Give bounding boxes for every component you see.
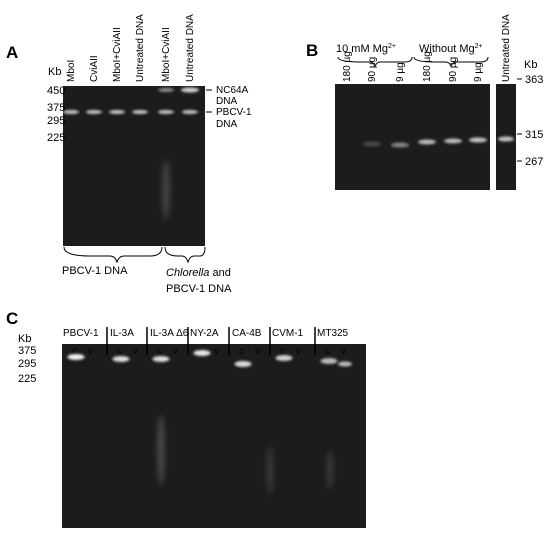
gel-smear (327, 450, 333, 490)
marker-label: 225 (18, 373, 36, 385)
lane-c: c (239, 346, 244, 357)
strain-label: MT325 (317, 328, 349, 339)
group-label-rest: and (209, 267, 230, 279)
superscript: 2+ (475, 43, 483, 50)
gel-band (391, 142, 409, 148)
brace (413, 56, 489, 68)
strain-label: NY-2A (190, 328, 219, 339)
marker-label: 450 (47, 85, 65, 97)
gel-band (112, 356, 130, 362)
lane-label: 90 µg (367, 57, 378, 82)
strain-label: IL-3A (110, 328, 134, 339)
group-label: PBCV-1 DNA (166, 283, 232, 295)
strain-label: IL-3A Δ6 (150, 328, 189, 339)
band-label: DNA (216, 119, 237, 130)
strain-label: CVM-1 (272, 328, 304, 339)
group-label: Chlorella and (166, 267, 231, 279)
gel-smear (267, 445, 273, 495)
marker-label: 375 (18, 345, 36, 357)
lane-v: v (173, 346, 178, 357)
lane-label: 180 µg (342, 51, 353, 82)
gel-band (67, 354, 85, 360)
gel-smear (157, 415, 165, 485)
marker-label: 375 (47, 102, 65, 114)
marker-label: 363 (525, 74, 543, 86)
gel-band (338, 361, 352, 367)
gel-band (275, 355, 293, 361)
gel-band (63, 110, 79, 114)
lane-c: c (72, 346, 77, 357)
axis-unit: Kb (18, 333, 31, 345)
axis-unit: Kb (48, 66, 61, 78)
panel-label: A (6, 43, 18, 62)
marker-label: 267 (525, 156, 543, 168)
lane-v: v (255, 346, 260, 357)
lane-label: 9 µg (395, 62, 406, 82)
gel-smear (162, 160, 170, 220)
lane-label: Untreated DNA (185, 14, 196, 82)
marker-label: 315 (525, 129, 543, 141)
lane-c: c (325, 346, 330, 357)
gel-band (320, 358, 338, 364)
panel-label: B (306, 41, 318, 60)
panels: A MboI CviAII MboI+CviAII Untreated DNA MboI+… (6, 14, 543, 528)
gel-band (86, 110, 102, 114)
lane-label: Untreated DNA (501, 14, 512, 82)
lane-v: v (133, 346, 138, 357)
gel-band (193, 350, 211, 356)
strain-label: PBCV-1 (63, 328, 99, 339)
group-label-italic: Chlorella (166, 267, 209, 279)
panel-label: C (6, 309, 18, 328)
brace (164, 246, 206, 264)
gel-band (234, 361, 252, 367)
lane-label: 9 µg (473, 62, 484, 82)
gel-band (109, 110, 125, 114)
gel-band (469, 137, 487, 143)
gel (62, 344, 366, 528)
lane-label: CviAII (89, 55, 100, 82)
group-label: PBCV-1 DNA (62, 265, 128, 277)
band-label: PBCV-1 (216, 107, 252, 118)
gel-band (181, 87, 199, 93)
gel-band (444, 138, 462, 144)
lane-label: MboI+CviAII (112, 27, 123, 82)
lane-v: v (214, 346, 219, 357)
condition-text: 10 mM Mg (336, 43, 388, 55)
brace (337, 56, 413, 68)
marker-label: 225 (47, 132, 65, 144)
lane-label: MboI (66, 60, 77, 82)
gel-band (152, 356, 170, 362)
lane-label: MboI+CviAII (161, 27, 172, 82)
lane-v: v (88, 346, 93, 357)
gel-band (132, 110, 148, 114)
condition-text: Without Mg (419, 43, 475, 55)
gel-band (158, 88, 174, 92)
gel-band (418, 139, 436, 145)
gel-band (363, 141, 381, 147)
lane-c: c (157, 346, 162, 357)
marker-label: 295 (47, 115, 65, 127)
gel-band (498, 136, 514, 142)
axis-unit: Kb (524, 59, 537, 71)
condition-label: 10 mM Mg2+ (336, 43, 396, 55)
gel-band (182, 110, 198, 114)
gel (335, 84, 490, 190)
lane-c: c (280, 346, 285, 357)
brace (63, 246, 163, 264)
band-label: NC64A (216, 85, 249, 96)
lane-label: 180 µg (422, 51, 433, 82)
band-label: DNA (216, 96, 237, 107)
gel-band (158, 110, 174, 114)
lane-v: v (341, 346, 346, 357)
lane-label: Untreated DNA (135, 14, 146, 82)
strain-label: CA-4B (232, 328, 262, 339)
lane-v: v (296, 346, 301, 357)
lane-label: 90 µg (448, 57, 459, 82)
condition-label: Without Mg2+ (419, 43, 483, 55)
lane-c: c (117, 346, 122, 357)
superscript: 2+ (388, 43, 396, 50)
marker-label: 295 (18, 358, 36, 370)
gel (63, 86, 205, 246)
